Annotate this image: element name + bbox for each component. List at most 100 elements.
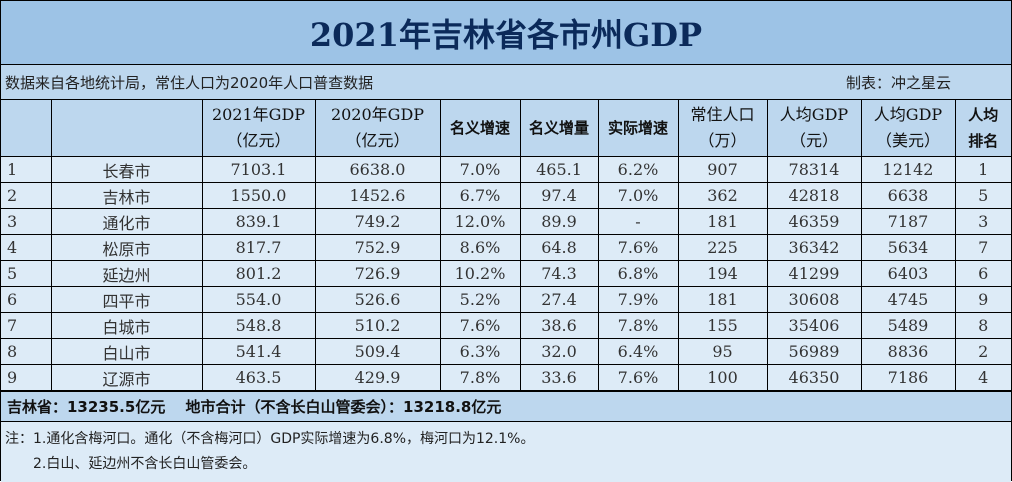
table-cell: 7	[954, 234, 1011, 261]
table-cell: 429.9	[314, 364, 441, 391]
table-cell: 2	[954, 338, 1011, 365]
table-cell: 四平市	[50, 286, 203, 313]
table-cell: 6	[1, 286, 52, 313]
table-cell: 89.9	[519, 208, 599, 235]
source-note: 数据来自各地统计局，常住人口为2020年人口普查数据	[5, 73, 374, 92]
table-cell: 8.6%	[439, 234, 521, 261]
table-cell: 38.6	[519, 312, 599, 339]
table-cell: 463.5	[201, 364, 316, 391]
table-cell: 30608	[766, 286, 862, 313]
column-header: 2021年GDP （亿元）	[201, 100, 316, 157]
column-header: 人均GDP （美元）	[860, 100, 956, 157]
table-cell: 5634	[860, 234, 956, 261]
column-header	[50, 100, 203, 157]
table-cell: 6.3%	[439, 338, 521, 365]
table-cell: 延边州	[50, 260, 203, 287]
table-cell: 5	[954, 182, 1011, 209]
table-cell: 97.4	[519, 182, 599, 209]
table-row: 5 延边州 801.2 726.9 10.2% 74.3 6.8% 194 41299 6403 6	[1, 260, 1011, 287]
table-cell: 181	[677, 286, 768, 313]
table-cell: 100	[677, 364, 768, 391]
table-cell: 46350	[766, 364, 862, 391]
table-cell: 辽源市	[50, 364, 203, 391]
table-cell: 长春市	[50, 156, 203, 183]
table-cell: 554.0	[201, 286, 316, 313]
header-line: 实际增速	[607, 119, 668, 137]
table-cell: 194	[677, 260, 768, 287]
column-header	[1, 100, 52, 157]
table-cell: 33.6	[519, 364, 599, 391]
note-2: 2.白山、延边州不含长白山管委会。	[33, 456, 257, 472]
header-line: 2020年GDP	[330, 105, 425, 124]
summary-row: 吉林省：13235.5亿元 地市合计（不含长白山管委会）：13218.8亿元	[1, 391, 1011, 422]
table-row: 7 白城市 548.8 510.2 7.6% 38.6 7.8% 155 35406 5489 8	[1, 312, 1011, 339]
table-cell: 8	[1, 338, 52, 365]
column-header: 人均GDP （元）	[766, 100, 862, 157]
table-cell: 3	[954, 208, 1011, 235]
header-line: 名义增速	[449, 119, 510, 137]
table-row: 2 吉林市 1550.0 1452.6 6.7% 97.4 7.0% 362 42818 6638…	[1, 182, 1011, 209]
table-cell: 1452.6	[314, 182, 441, 209]
table-cell: 6.2%	[597, 156, 679, 183]
column-header: 2020年GDP （亿元）	[314, 100, 441, 157]
table-cell: 78314	[766, 156, 862, 183]
header-line: 人均	[968, 106, 999, 124]
table-cell: 155	[677, 312, 768, 339]
table-cell: 7.8%	[597, 312, 679, 339]
table-cell: 1	[1, 156, 52, 183]
table-cell: 白城市	[50, 312, 203, 339]
table-cell: 5.2%	[439, 286, 521, 313]
table-cell: 465.1	[519, 156, 599, 183]
table-cell: 1	[954, 156, 1011, 183]
table-cell: 6638	[860, 182, 956, 209]
author-note: 制表：冲之星云	[845, 73, 951, 92]
table-cell: 7103.1	[201, 156, 316, 183]
header-line: 2021年GDP	[211, 105, 306, 124]
table-cell: 7.6%	[597, 234, 679, 261]
gdp-table: 2021年GDP （亿元） 2020年GDP （亿元） 名义增速 名义增量 实际增速 常住人口…	[1, 100, 1011, 391]
column-header: 名义增量	[519, 100, 599, 157]
table-cell: 548.8	[201, 312, 316, 339]
note-1: 注：1.通化含梅河口。通化（不含梅河口）GDP实际增速为6.8%，梅河口为12.…	[5, 431, 535, 447]
table-cell: 817.7	[201, 234, 316, 261]
subtitle-row: 数据来自各地统计局，常住人口为2020年人口普查数据 制表：冲之星云	[1, 65, 1011, 100]
table-cell: 6.7%	[439, 182, 521, 209]
table-cell: 6638.0	[314, 156, 441, 183]
table-cell: 509.4	[314, 338, 441, 365]
table-cell: 8	[954, 312, 1011, 339]
table-cell: 181	[677, 208, 768, 235]
header-line: 排名	[968, 132, 999, 150]
table-cell: 6.8%	[597, 260, 679, 287]
header-line: （万）	[698, 131, 747, 150]
table-cell: 7.8%	[439, 364, 521, 391]
table-cell: 74.3	[519, 260, 599, 287]
table-cell: 6403	[860, 260, 956, 287]
table-cell: 726.9	[314, 260, 441, 287]
table-row: 9 辽源市 463.5 429.9 7.8% 33.6 7.6% 100 46350 7186 4	[1, 364, 1011, 391]
table-cell: 7.6%	[597, 364, 679, 391]
table-cell: 5489	[860, 312, 956, 339]
table-cell: 6.4%	[597, 338, 679, 365]
header-line: （亿元）	[345, 131, 410, 150]
notes: 注：1.通化含梅河口。通化（不含梅河口）GDP实际增速为6.8%，梅河口为12.…	[1, 422, 1011, 482]
table-cell: 4	[954, 364, 1011, 391]
table-row: 3 通化市 839.1 749.2 12.0% 89.9-181 46359 7187 3	[1, 208, 1011, 235]
header-line: （元）	[789, 131, 838, 150]
table-cell: 通化市	[50, 208, 203, 235]
table-row: 4 松原市 817.7 752.9 8.6% 64.8 7.6% 225 36342 5634 7	[1, 234, 1011, 261]
table-cell: 526.6	[314, 286, 441, 313]
table-cell: 839.1	[201, 208, 316, 235]
table-cell: 510.2	[314, 312, 441, 339]
table-cell: 松原市	[50, 234, 203, 261]
table-cell: 42818	[766, 182, 862, 209]
table-cell: 7	[1, 312, 52, 339]
table-cell: 9	[954, 286, 1011, 313]
header-line: 人均GDP	[873, 105, 943, 124]
table-cell: 12.0%	[439, 208, 521, 235]
table-cell: 749.2	[314, 208, 441, 235]
table-cell: 4745	[860, 286, 956, 313]
column-header: 人均 排名	[954, 100, 1011, 157]
table-cell: 10.2%	[439, 260, 521, 287]
table-cell: -	[597, 208, 679, 235]
